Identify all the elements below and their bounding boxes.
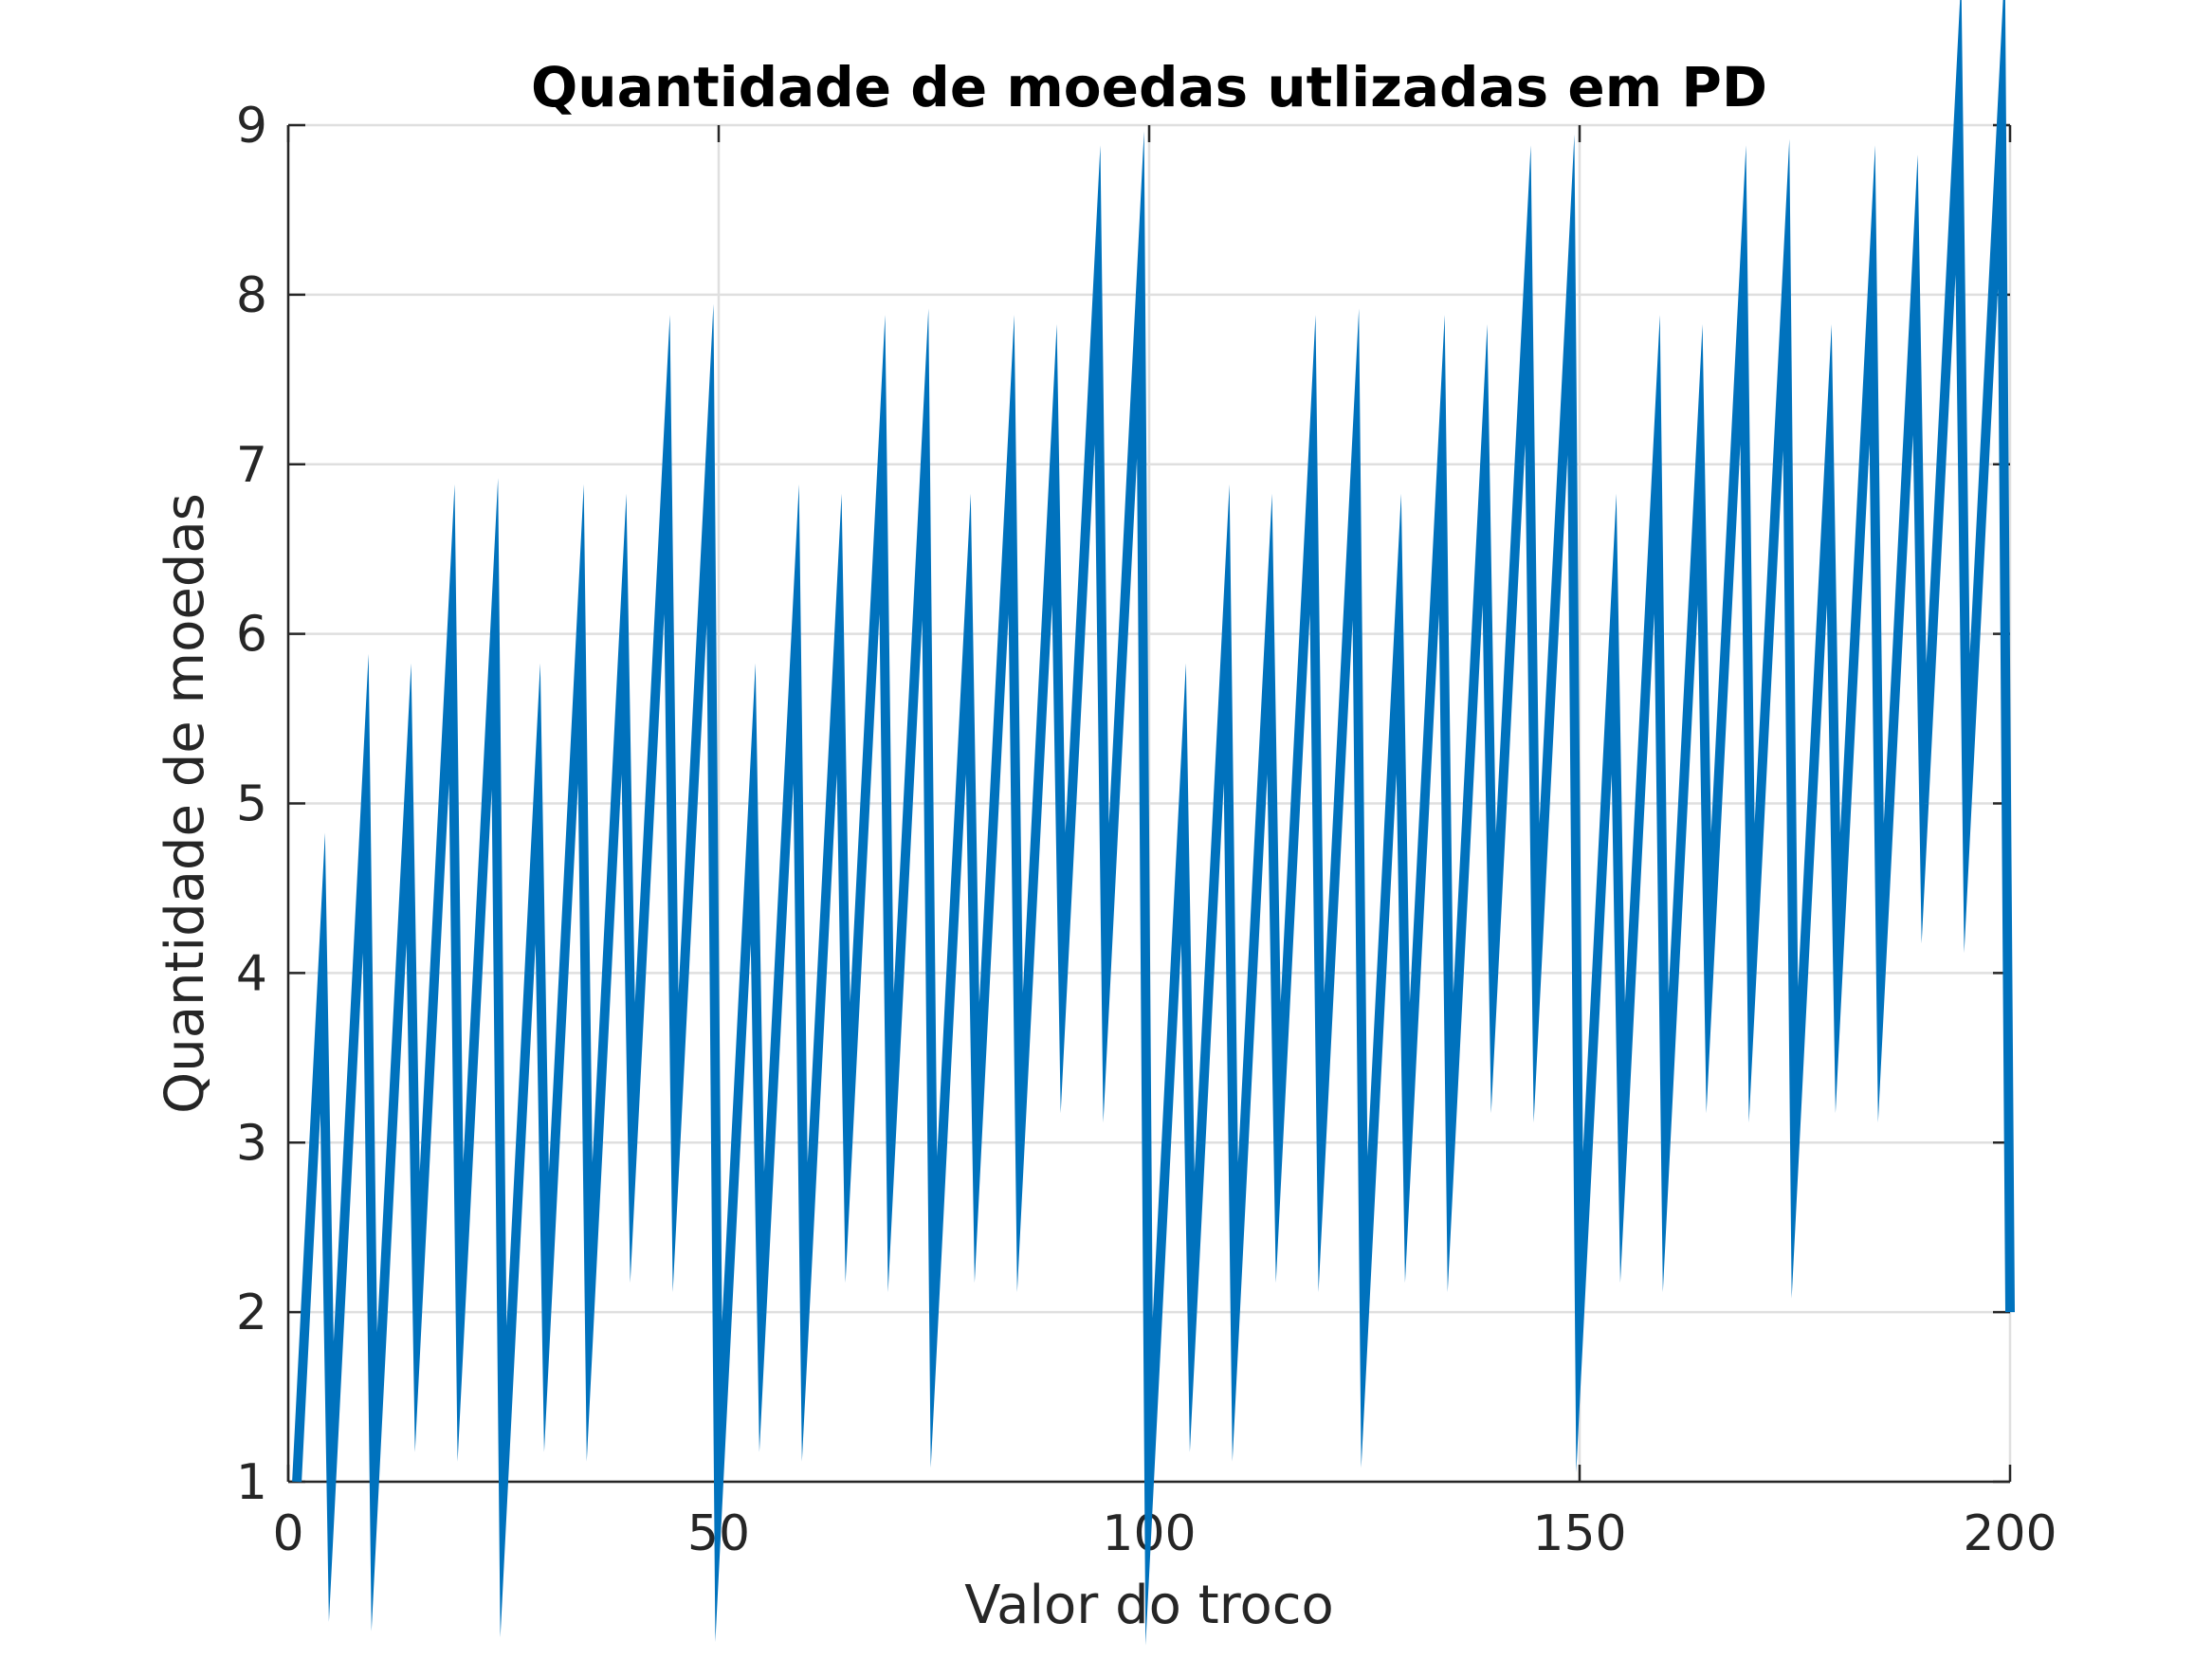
x-tick-label: 150 [1532,1505,1626,1562]
x-axis-label: Valor do troco [964,1575,1334,1636]
series-line [292,0,2015,1646]
y-tick-label: 7 [236,437,267,494]
y-tick-label: 2 [236,1285,267,1341]
x-tick-label: 0 [272,1505,303,1562]
y-tick-label: 4 [236,945,267,1002]
y-axis-label: Quantidade de moedas [155,493,216,1114]
chart-title: Quantidade de moedas utlizadas em PD [531,55,1767,119]
y-tick-label: 5 [236,776,267,833]
y-tick-label: 1 [236,1454,267,1511]
y-tick-label: 9 [236,98,267,155]
y-tick-label: 6 [236,607,267,664]
series [292,0,2015,1646]
y-tick-label: 8 [236,267,267,324]
x-tick-label: 200 [1963,1505,2057,1562]
y-tick-label: 3 [236,1115,267,1172]
